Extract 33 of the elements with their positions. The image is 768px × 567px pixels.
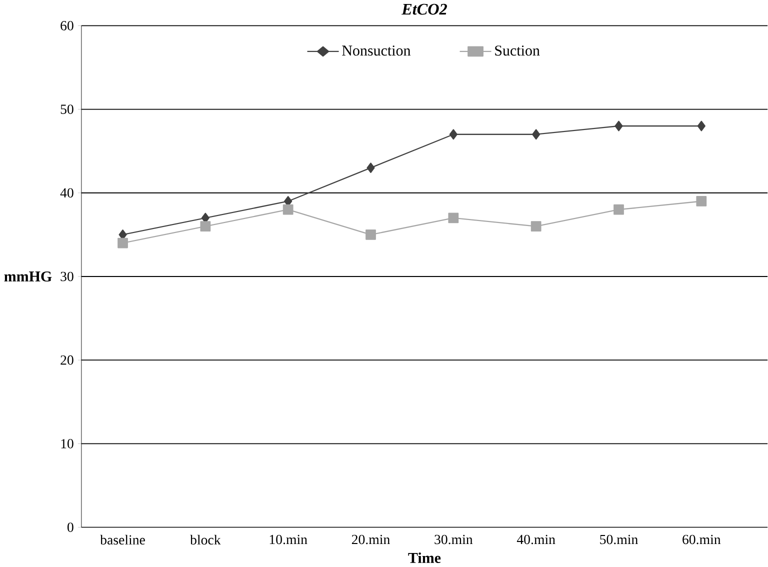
y-tick-label: 0	[68, 522, 74, 532]
x-tick-label: 50.min	[600, 534, 638, 544]
y-tick-label: 10	[61, 439, 74, 448]
x-tick-label: block	[190, 534, 221, 545]
point	[200, 221, 211, 232]
point	[448, 212, 459, 224]
x-tick-label: 20.min	[352, 534, 390, 544]
y-tick-label: 50	[60, 104, 74, 114]
point	[366, 162, 375, 174]
x-tick-label: 60.min	[682, 534, 721, 544]
point	[697, 120, 706, 132]
y-tick-label: 20	[60, 355, 74, 365]
point	[449, 129, 458, 140]
point	[532, 129, 540, 140]
legend-label: Nonsuction	[342, 46, 411, 56]
x-tick-label: 10.min	[270, 534, 308, 544]
y-tick-label: 60	[60, 21, 74, 30]
point	[366, 230, 376, 240]
x-tick-label: baseline	[100, 534, 145, 545]
x-tick-label: 40.min	[516, 534, 556, 544]
x-tick-label: 30.min	[434, 534, 473, 544]
y-tick-label: 40	[60, 188, 74, 198]
y-axis-title: mmHG	[4, 272, 52, 282]
point	[696, 196, 707, 206]
point	[118, 238, 128, 248]
y-tick-label: 30	[60, 272, 74, 282]
point	[282, 204, 294, 215]
point	[614, 204, 624, 215]
chart-title: EtCO2	[401, 4, 447, 15]
point	[614, 120, 623, 132]
point	[530, 221, 542, 232]
legend-label: Suction	[495, 46, 540, 56]
x-axis-title: Time	[408, 552, 441, 564]
